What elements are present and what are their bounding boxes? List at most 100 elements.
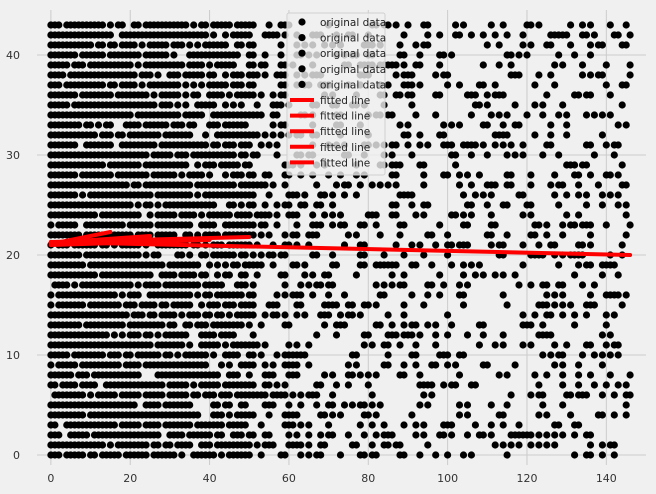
data-point — [392, 181, 400, 189]
data-point — [297, 401, 305, 409]
data-point — [459, 351, 468, 359]
data-point — [519, 41, 527, 49]
data-point — [249, 51, 257, 59]
data-point — [459, 271, 468, 279]
data-point — [253, 131, 261, 139]
data-point — [575, 91, 583, 99]
data-point — [567, 391, 575, 399]
data-point — [551, 291, 559, 299]
data-point — [547, 331, 555, 339]
data-point — [487, 231, 495, 239]
data-point — [444, 451, 452, 459]
data-point — [575, 381, 583, 389]
data-point — [317, 451, 325, 459]
data-point — [241, 401, 249, 409]
legend-point-marker — [298, 80, 306, 88]
data-point — [586, 291, 595, 299]
data-point — [440, 121, 448, 129]
data-point — [586, 431, 595, 439]
data-point — [273, 141, 281, 149]
data-point — [503, 31, 511, 39]
legend-label: fitted line — [320, 111, 370, 123]
data-point — [194, 261, 202, 269]
data-point — [416, 241, 424, 249]
data-point — [551, 441, 559, 449]
data-point — [241, 251, 249, 259]
data-point — [392, 61, 400, 69]
data-point — [575, 171, 583, 179]
data-point — [408, 151, 416, 159]
data-point — [463, 411, 472, 419]
data-point — [134, 121, 142, 129]
data-point — [186, 221, 194, 229]
data-point — [483, 41, 491, 49]
data-point — [305, 451, 313, 459]
data-point — [182, 331, 190, 339]
data-point — [511, 361, 519, 369]
data-point — [281, 451, 289, 459]
data-point — [416, 331, 424, 339]
data-point — [237, 81, 245, 89]
data-point — [110, 391, 118, 399]
data-point — [210, 161, 218, 169]
data-point — [571, 271, 579, 279]
data-point — [404, 21, 412, 29]
data-point — [273, 351, 281, 359]
data-point — [154, 281, 162, 289]
data-point — [241, 151, 249, 159]
data-point — [551, 431, 559, 439]
data-point — [475, 101, 483, 109]
data-point — [186, 301, 194, 309]
data-point — [555, 201, 563, 209]
data-point — [408, 71, 416, 79]
data-point — [559, 281, 567, 289]
data-point — [575, 191, 583, 199]
data-point — [265, 191, 273, 199]
x-tick-label: 120 — [516, 472, 537, 485]
data-point — [233, 161, 241, 169]
data-point — [424, 201, 432, 209]
data-point — [626, 221, 634, 229]
data-point — [114, 361, 122, 369]
data-point — [396, 41, 404, 49]
data-point — [213, 341, 222, 349]
data-point — [420, 431, 428, 439]
data-point — [186, 291, 194, 299]
data-point — [400, 321, 408, 329]
data-point — [551, 301, 559, 309]
data-point — [499, 241, 507, 249]
data-point — [249, 281, 257, 289]
data-point — [194, 161, 202, 169]
data-point — [138, 311, 146, 319]
data-point — [527, 441, 535, 449]
data-point — [321, 191, 329, 199]
data-point — [249, 191, 257, 199]
data-point — [356, 371, 364, 379]
data-point — [551, 241, 559, 249]
data-point — [555, 111, 563, 119]
data-point — [190, 81, 198, 89]
data-point — [134, 211, 142, 219]
data-point — [142, 441, 150, 449]
x-tick-label: 80 — [361, 472, 375, 485]
data-point — [249, 221, 257, 229]
data-point — [551, 191, 559, 199]
data-point — [515, 51, 523, 59]
data-point — [455, 31, 464, 39]
data-point — [249, 301, 257, 309]
data-point — [606, 331, 614, 339]
y-tick-label: 30 — [6, 149, 20, 162]
data-point — [412, 211, 420, 219]
data-point — [206, 61, 214, 69]
data-point — [265, 171, 273, 179]
data-point — [384, 341, 392, 349]
data-point — [190, 381, 198, 389]
data-point — [79, 61, 87, 69]
data-point — [225, 411, 233, 419]
data-point — [75, 321, 83, 329]
data-point — [459, 211, 468, 219]
data-point — [210, 221, 218, 229]
data-point — [106, 141, 114, 149]
data-point — [448, 421, 456, 429]
data-point — [360, 261, 368, 269]
